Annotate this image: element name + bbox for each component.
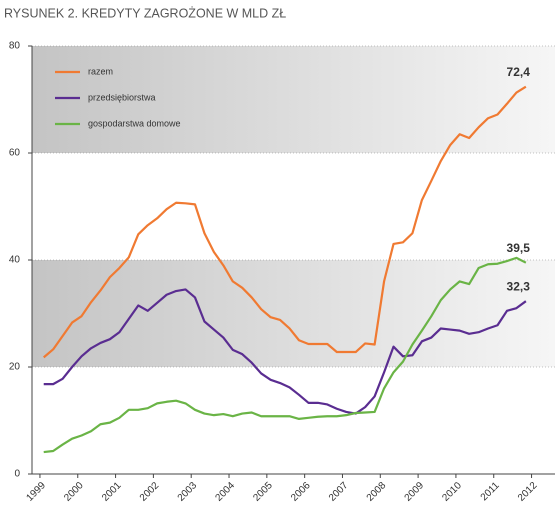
y-tick-label: 0: [14, 469, 20, 480]
y-tick-label: 20: [9, 362, 21, 373]
x-tick-label: 2011: [479, 480, 502, 503]
y-tick-label: 40: [9, 255, 21, 266]
x-tick-label: 2004: [214, 480, 238, 504]
series-line: [43, 256, 527, 454]
end-label: 39,5: [507, 241, 531, 255]
x-tick-label: 2008: [365, 480, 389, 504]
y-tick-label: 80: [9, 41, 21, 52]
end-label: 32,3: [507, 279, 531, 293]
end-label: 72,4: [507, 65, 531, 79]
series-line: [43, 288, 527, 415]
legend-label: gospodarstwa domowe: [88, 118, 181, 128]
x-tick-label: 1999: [24, 480, 48, 504]
legend-label: przedsiębiorstwa: [88, 92, 156, 102]
x-tick-label: 2007: [327, 480, 351, 504]
band: [32, 46, 555, 153]
x-tick-label: 2005: [251, 480, 275, 504]
x-tick-label: 2002: [138, 480, 162, 504]
x-tick-label: 2012: [516, 480, 540, 504]
series-line: [43, 85, 527, 359]
y-tick-label: 60: [9, 148, 21, 159]
legend-label: razem: [88, 66, 113, 76]
x-tick-label: 2003: [176, 480, 200, 504]
band: [32, 260, 555, 367]
chart-title: RYSUNEK 2. KREDYTY ZAGROŻONE W MLD ZŁ: [4, 6, 286, 20]
x-tick-label: 2006: [289, 480, 313, 504]
x-tick-label: 2001: [100, 480, 124, 504]
x-tick-label: 2000: [62, 480, 86, 504]
x-tick-label: 2010: [440, 480, 464, 504]
x-tick-label: 2009: [403, 480, 427, 504]
